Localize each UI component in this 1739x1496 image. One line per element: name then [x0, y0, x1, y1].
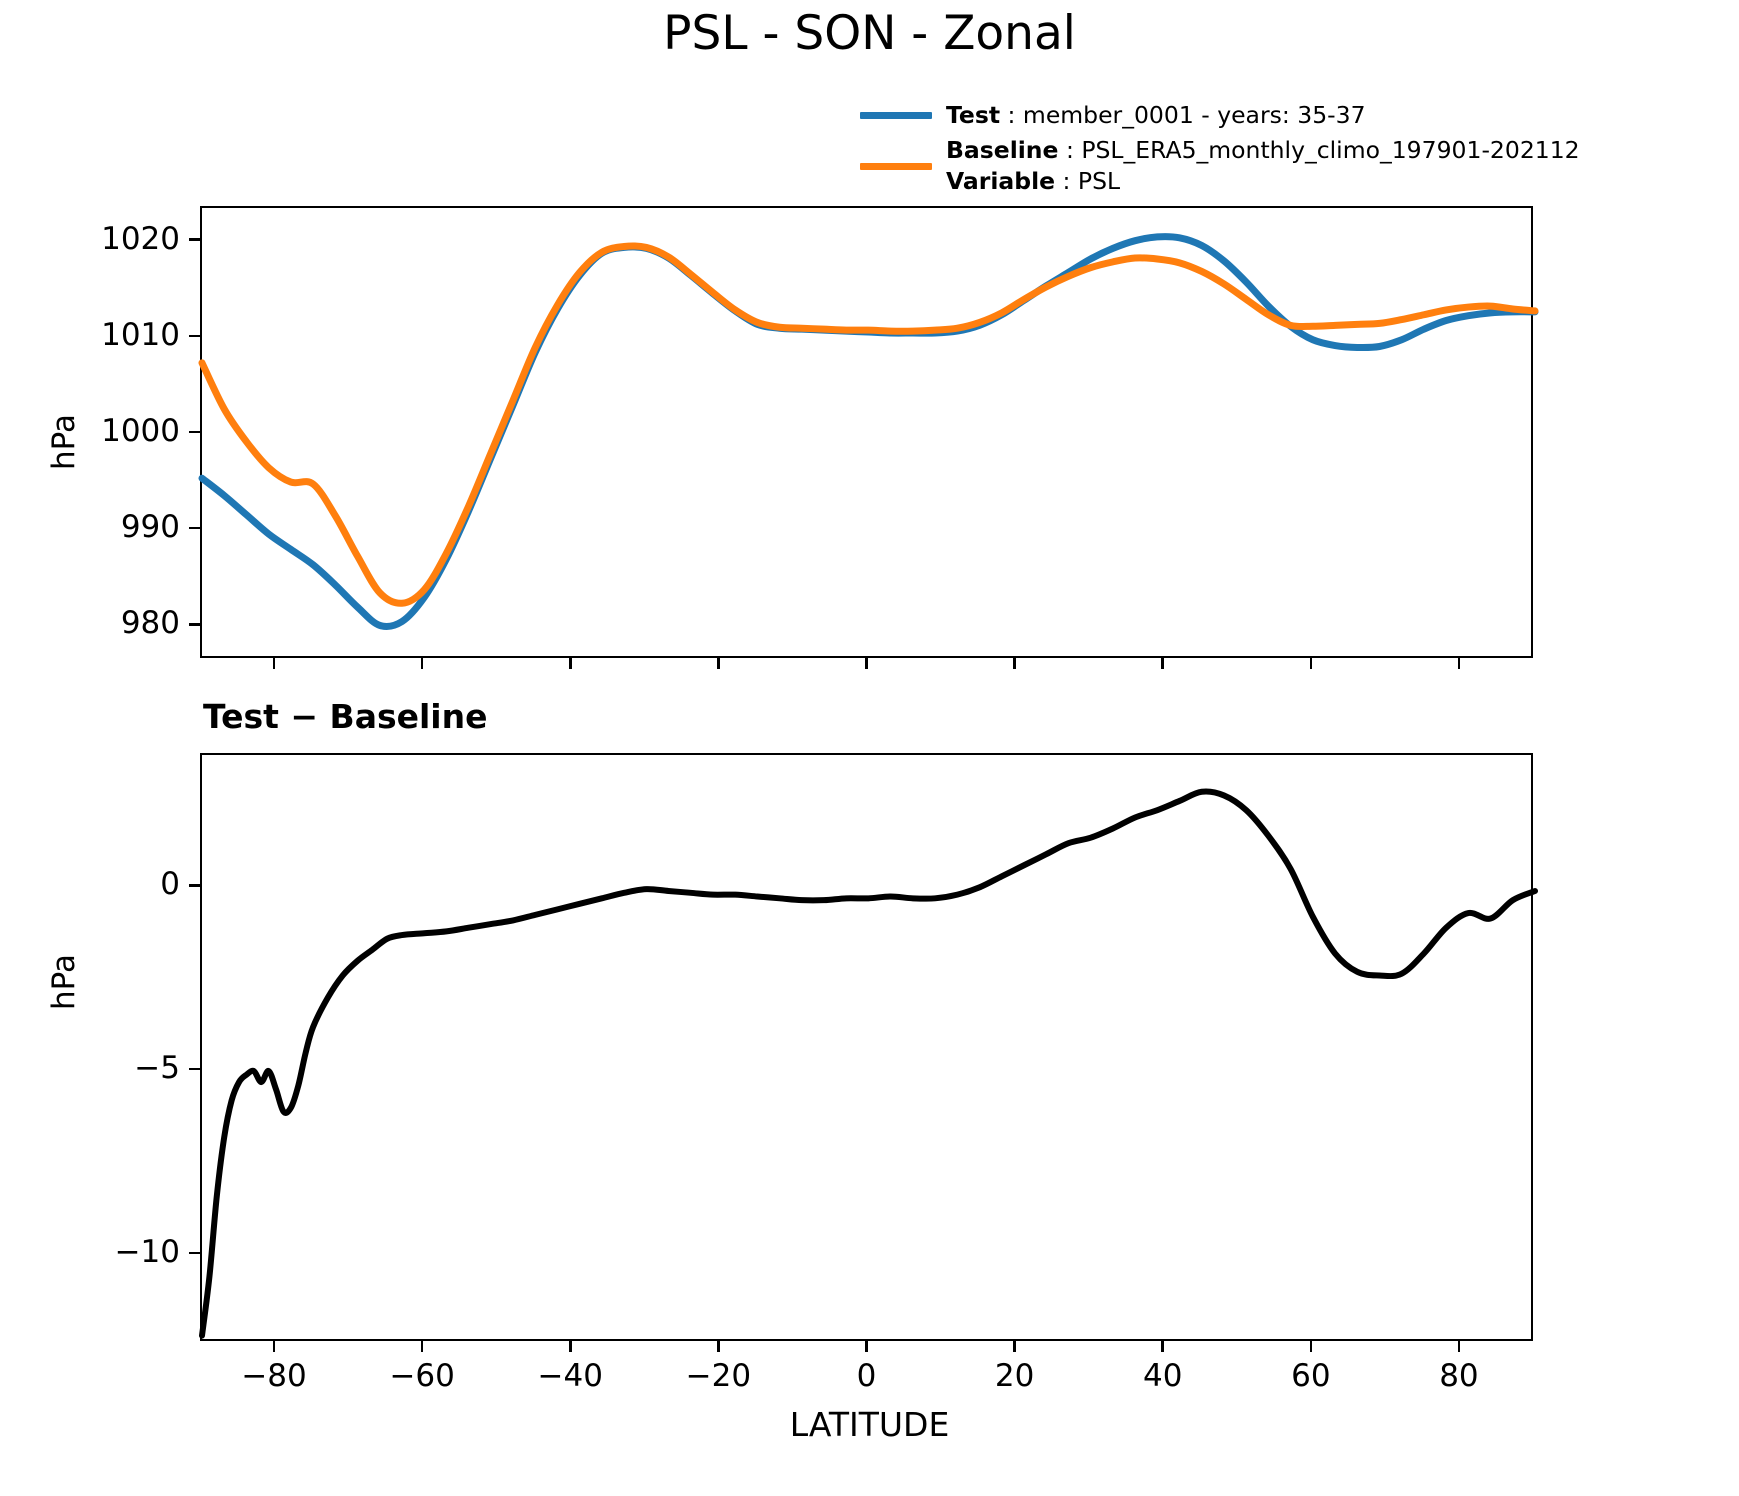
x-tick-label: −20 — [685, 1358, 752, 1394]
y-tickmark — [189, 1251, 200, 1255]
x-tickmark — [272, 1341, 276, 1352]
y-tick-label: −5 — [134, 1050, 180, 1087]
x-tick-label: −40 — [537, 1358, 603, 1394]
x-tickmark — [1161, 1341, 1165, 1352]
axes-zonal-mean — [198, 206, 1539, 658]
x-tick-label: 0 — [856, 1358, 877, 1394]
x-tickmark — [717, 658, 720, 669]
x-tick-label: −80 — [241, 1358, 307, 1394]
y-tick-label: 1010 — [101, 316, 180, 353]
y-tick-label: −10 — [114, 1233, 180, 1270]
legend-label-line: Baseline : PSL_ERA5_monthly_climo_197901… — [946, 136, 1580, 165]
legend-entry-text: Baseline : PSL_ERA5_monthly_climo_197901… — [946, 135, 1580, 197]
legend-entry: Baseline : PSL_ERA5_monthly_climo_197901… — [860, 135, 1739, 197]
x-tick-label: 60 — [1291, 1358, 1331, 1394]
x-tickmark — [717, 1341, 720, 1352]
series-line — [199, 788, 1538, 1339]
x-tick-label: −60 — [389, 1358, 455, 1394]
legend-swatch-test — [860, 112, 932, 119]
x-tickmark — [1161, 658, 1165, 669]
y-tick-label: 1020 — [101, 220, 180, 257]
x-tickmark — [1309, 658, 1313, 669]
y-tickmark — [189, 526, 200, 530]
series-line — [198, 242, 1539, 607]
x-tickmark — [568, 1341, 572, 1352]
y-tickmark — [189, 884, 200, 887]
x-tickmark — [568, 658, 572, 669]
x-tickmark — [1309, 1341, 1313, 1352]
legend-label-line: Variable : PSL — [946, 167, 1121, 196]
y-tick-label: 1000 — [101, 413, 180, 449]
x-tick-label: 20 — [994, 1358, 1035, 1394]
y-tickmark — [189, 334, 200, 338]
y-tickmark — [189, 1067, 200, 1071]
y-tick-label: 0 — [160, 866, 180, 903]
legend-swatch-baseline — [860, 162, 932, 170]
plot-lines-difference — [199, 788, 1538, 1339]
ylabel-difference: hPa — [46, 954, 82, 1010]
panel-subtitle-diff: Test − Baseline — [203, 697, 488, 736]
y-tick-label: 980 — [120, 605, 180, 642]
legend-entry-text: Test : member_0001 - years: 35-37 — [946, 100, 1366, 131]
plot-lines-zonal-mean — [198, 233, 1539, 630]
y-tick-label: 990 — [120, 509, 180, 546]
x-tickmark — [420, 658, 424, 669]
legend: Test : member_0001 - years: 35-37 Baselin… — [860, 100, 1739, 201]
x-tick-label: 40 — [1142, 1358, 1183, 1394]
axes-difference — [199, 753, 1538, 1341]
x-tick-label: 80 — [1439, 1358, 1479, 1394]
x-tickmark — [1013, 1341, 1016, 1352]
xlabel-latitude: LATITUDE — [789, 1405, 950, 1444]
ylabel-zonal-mean: hPa — [46, 414, 82, 470]
x-tickmark — [865, 658, 868, 669]
x-tickmark — [1013, 658, 1016, 669]
y-tickmark — [189, 623, 200, 626]
x-tickmark — [1457, 1341, 1461, 1352]
legend-label-line: Test : member_0001 - years: 35-37 — [946, 101, 1366, 129]
x-tickmark — [272, 658, 276, 669]
legend-entry: Test : member_0001 - years: 35-37 — [860, 100, 1739, 131]
series-line — [198, 233, 1539, 630]
x-tickmark — [420, 1341, 424, 1352]
x-tickmark — [1457, 658, 1461, 669]
x-tickmark — [865, 1341, 868, 1352]
y-tickmark — [189, 430, 200, 434]
figure-title: PSL - SON - Zonal — [663, 6, 1076, 61]
y-tickmark — [189, 238, 200, 241]
